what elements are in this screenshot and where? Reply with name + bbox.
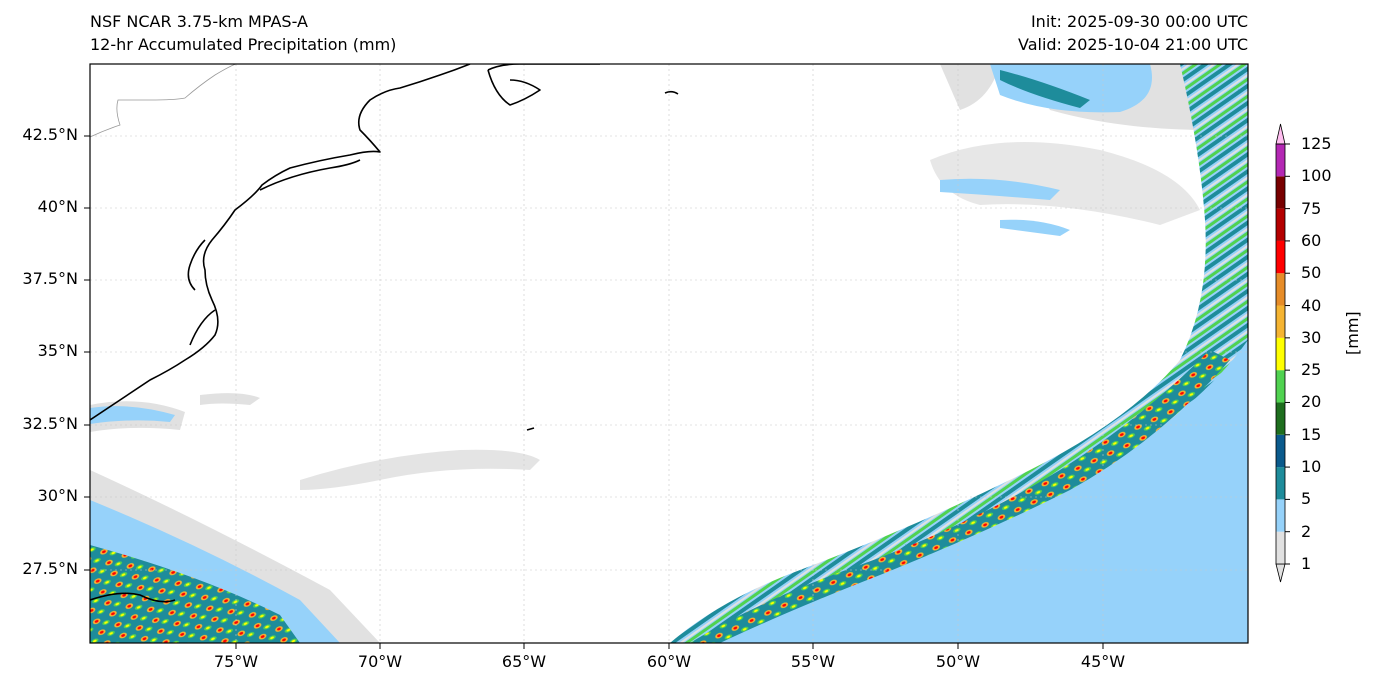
lon-label-75w: 75°W <box>213 652 259 671</box>
lon-label-50w: 50°W <box>935 652 981 671</box>
gridlines <box>90 64 1248 643</box>
lon-label-55w: 55°W <box>790 652 836 671</box>
coastline <box>90 64 679 603</box>
colorbar-level-label: 50 <box>1301 263 1322 283</box>
colorbar-frame <box>1275 143 1286 565</box>
colorbar-level-label: 100 <box>1301 166 1332 186</box>
colorbar-segment <box>1276 337 1285 371</box>
colorbar-level-label: 125 <box>1301 134 1332 153</box>
colorbar-segment <box>1276 370 1285 403</box>
colorbar-segment <box>1276 273 1285 306</box>
lat-label-42-5: 42.5°N <box>22 125 78 144</box>
colorbar-extend-low <box>1275 563 1286 583</box>
colorbar-level-label: 10 <box>1301 457 1322 477</box>
colorbar-segment <box>1276 499 1285 532</box>
valid-time: Valid: 2025-10-04 21:00 UTC <box>1017 35 1248 54</box>
colorbar-segment <box>1276 305 1285 338</box>
colorbar <box>1275 123 1290 583</box>
lat-label-32-5: 32.5°N <box>22 414 78 433</box>
colorbar-level-label: 30 <box>1301 327 1322 347</box>
colorbar-segment <box>1276 176 1285 209</box>
lat-label-30: 30°N <box>37 486 78 505</box>
colorbar-extend-high <box>1275 123 1286 145</box>
colorbar-level-label: 40 <box>1301 295 1322 315</box>
colorbar-level-label: 5 <box>1301 489 1312 509</box>
precip-heavy-band <box>90 64 1248 643</box>
colorbar-segment <box>1276 402 1285 435</box>
lon-label-45w: 45°W <box>1080 652 1126 671</box>
colorbar-units: [mm] <box>1343 311 1362 355</box>
border-line <box>90 64 237 138</box>
colorbar-segment <box>1276 531 1285 564</box>
colorbar-segment <box>1276 434 1285 468</box>
colorbar-segment <box>1276 208 1285 241</box>
lat-label-37-5: 37.5°N <box>22 269 78 288</box>
lat-label-35: 35°N <box>37 341 78 360</box>
lon-label-70w: 70°W <box>357 652 403 671</box>
colorbar-level-label: 2 <box>1301 521 1312 541</box>
model-title: NSF NCAR 3.75-km MPAS-A <box>90 12 308 31</box>
colorbar-level-label: 1 <box>1301 554 1312 573</box>
axis-ticks <box>84 135 1104 649</box>
colorbar-level-label: 20 <box>1301 392 1322 412</box>
field-title: 12-hr Accumulated Precipitation (mm) <box>90 35 397 54</box>
lat-label-27-5: 27.5°N <box>22 559 78 578</box>
colorbar-segment <box>1276 467 1285 500</box>
colorbar-level-label: 15 <box>1301 424 1322 444</box>
colorbar-segment <box>1276 240 1285 274</box>
colorbar-level-label: 25 <box>1301 360 1322 380</box>
lat-label-40: 40°N <box>37 197 78 216</box>
lon-label-65w: 65°W <box>501 652 547 671</box>
colorbar-level-label: 75 <box>1301 198 1322 218</box>
init-time: Init: 2025-09-30 00:00 UTC <box>1030 12 1248 31</box>
colorbar-level-label: 60 <box>1301 230 1322 250</box>
lon-label-60w: 60°W <box>646 652 692 671</box>
colorbar-segment <box>1276 144 1285 177</box>
